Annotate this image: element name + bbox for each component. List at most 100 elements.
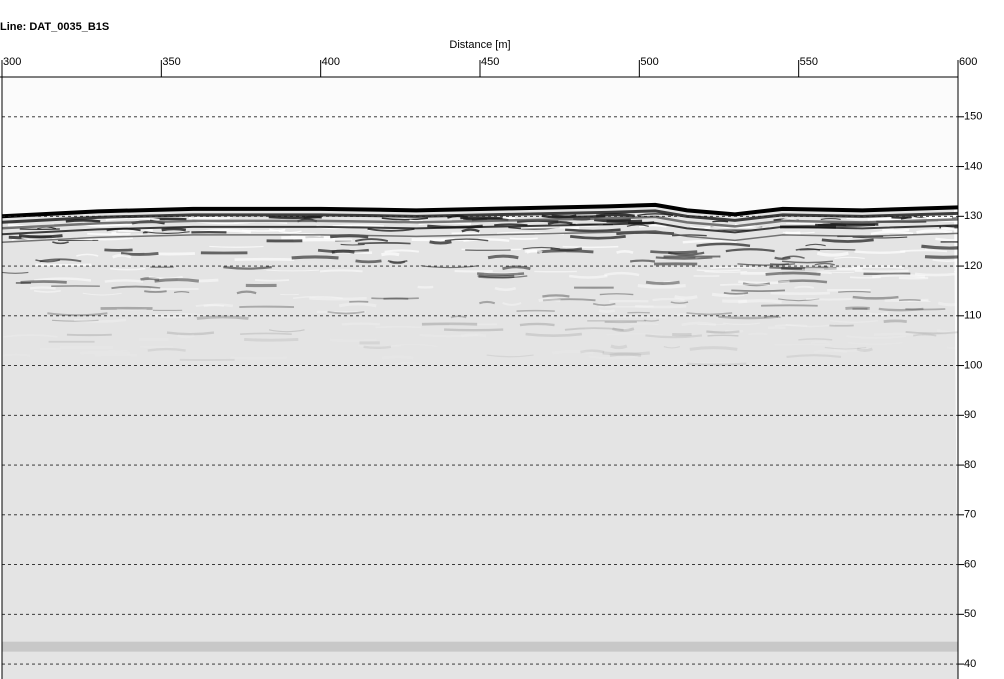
reflection (614, 315, 666, 319)
reflection (725, 248, 775, 253)
reflection (486, 354, 534, 358)
reflection (39, 258, 82, 263)
reflection (854, 269, 909, 273)
reflection (460, 333, 487, 338)
reflection (35, 263, 92, 267)
reflection (502, 301, 522, 306)
x-tick-label: 300 (3, 56, 21, 68)
reflection (637, 283, 686, 289)
reflection (748, 332, 768, 336)
surface-echo (2, 230, 958, 244)
reflection (76, 253, 99, 257)
reflection (946, 346, 958, 350)
y-tick-label: 80 (964, 459, 976, 471)
reflection (281, 235, 336, 240)
reflection (580, 349, 605, 354)
reflection (525, 332, 582, 338)
reflection (223, 266, 272, 270)
reflection (166, 331, 215, 336)
reflection (144, 290, 167, 293)
reflection (568, 274, 608, 279)
reflection (110, 267, 146, 271)
reflection (820, 218, 841, 220)
y-tick-label: 40 (964, 658, 976, 670)
reflection (419, 333, 479, 338)
reflection (367, 227, 415, 232)
ground-surface (2, 202, 958, 219)
reflection (526, 249, 543, 254)
reflection (866, 311, 889, 317)
reflection (602, 351, 650, 356)
reflection (643, 319, 660, 322)
reflection (723, 292, 749, 295)
plot-area (2, 77, 958, 679)
reflection (830, 320, 878, 324)
reflection (611, 327, 635, 332)
reflection (35, 259, 61, 263)
reflection (592, 302, 616, 307)
surface-echo (2, 221, 958, 236)
reflection (682, 239, 737, 244)
x-tick-label: 350 (162, 56, 180, 68)
reflection (268, 329, 305, 333)
reflection (230, 356, 287, 360)
x-tick-label: 600 (959, 56, 977, 68)
chart-title: Line: DAT_0035_B1S (0, 21, 109, 33)
y-tick-label: 120 (964, 260, 982, 272)
reflection (952, 216, 958, 219)
reflection (722, 322, 761, 326)
reflection (883, 319, 907, 324)
reflection (332, 224, 384, 228)
reflection (799, 248, 856, 251)
reflection (111, 285, 161, 290)
reflection (551, 349, 594, 355)
reflection (924, 255, 958, 259)
reflection (104, 279, 144, 283)
reflection (707, 334, 739, 337)
reflection (638, 224, 667, 228)
reflection (111, 231, 143, 235)
reflection (681, 321, 717, 327)
reflection (706, 330, 740, 334)
reflection (604, 271, 640, 277)
reflection (542, 294, 570, 298)
reflection (266, 269, 319, 272)
reflection (916, 229, 953, 234)
reflection (674, 313, 703, 317)
reflection (292, 295, 343, 300)
reflection (177, 278, 219, 283)
reflection (645, 334, 703, 339)
reflection (738, 299, 782, 304)
reflection (846, 217, 896, 220)
reflection (672, 234, 707, 237)
reflection (816, 251, 849, 257)
reflection (161, 227, 187, 232)
reflection (731, 289, 786, 293)
reflection (720, 283, 770, 286)
reflection (686, 312, 733, 316)
y-tick-label: 150 (964, 111, 982, 123)
reflection (710, 266, 757, 269)
y-tick-label: 70 (964, 509, 976, 521)
reflection (80, 350, 131, 355)
reflection (637, 213, 674, 217)
reflection (309, 296, 367, 301)
reflection (599, 293, 634, 296)
reflection (704, 271, 748, 273)
reflection (303, 215, 322, 219)
reflection (341, 322, 381, 326)
reflection (203, 303, 234, 308)
reflection (870, 230, 914, 235)
reflection (144, 231, 190, 234)
subsurface (2, 205, 958, 679)
reflection (821, 238, 874, 243)
reflection (696, 242, 751, 248)
reflection (737, 263, 796, 266)
reflection (629, 323, 659, 326)
reflection (94, 353, 138, 357)
y-tick-label: 90 (964, 409, 976, 421)
reflection (420, 265, 479, 269)
reflection (854, 250, 906, 254)
reflection (670, 301, 689, 304)
